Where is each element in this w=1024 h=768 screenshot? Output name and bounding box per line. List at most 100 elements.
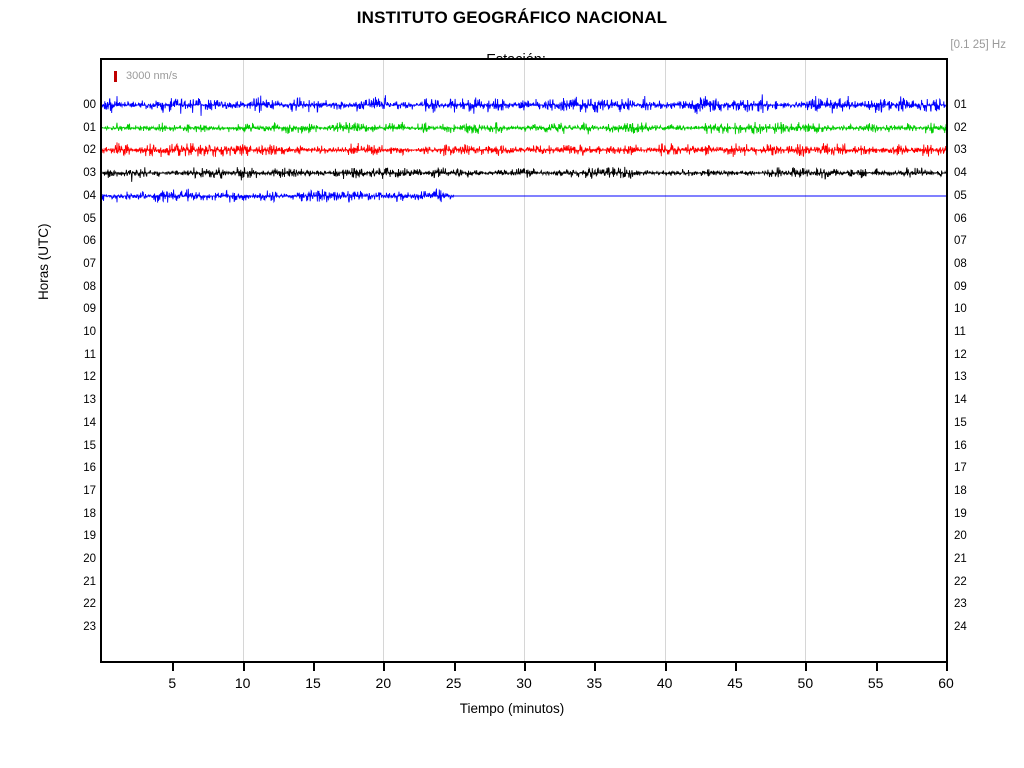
hour-label-left-20: 20 bbox=[83, 553, 96, 565]
hour-label-left-07: 07 bbox=[83, 257, 96, 270]
trace-waveform-hour-03 bbox=[102, 166, 946, 183]
hour-label-right-09: 09 bbox=[954, 280, 967, 293]
x-label-5: 5 bbox=[168, 675, 177, 691]
hour-label-right-10: 10 bbox=[954, 303, 967, 316]
x-tick-30 bbox=[524, 663, 526, 671]
scale-legend: 3000 nm/s bbox=[114, 70, 177, 82]
x-label-10: 10 bbox=[234, 675, 251, 691]
x-tick-5 bbox=[172, 663, 175, 671]
gridline-10min bbox=[242, 60, 244, 661]
hour-label-right-21: 21 bbox=[954, 553, 967, 565]
page-title: INSTITUTO GEOGRÁFICO NACIONAL bbox=[356, 8, 668, 27]
hour-label-left-22: 22 bbox=[83, 598, 96, 611]
trace-row bbox=[102, 137, 946, 163]
trace-row bbox=[102, 92, 946, 118]
trace-waveform-hour-00 bbox=[102, 94, 946, 116]
x-tick-60 bbox=[946, 663, 948, 671]
gridlines bbox=[102, 60, 946, 661]
hour-label-right-22: 22 bbox=[954, 575, 967, 588]
hour-label-right-01: 01 bbox=[954, 99, 967, 111]
hour-label-right-23: 23 bbox=[954, 598, 967, 611]
x-label-45: 45 bbox=[727, 675, 743, 691]
x-label-40: 40 bbox=[656, 675, 673, 691]
hour-label-left-06: 06 bbox=[83, 235, 96, 248]
x-label-50: 50 bbox=[797, 675, 814, 691]
hour-label-right-07: 07 bbox=[954, 235, 967, 248]
x-axis-labels: 5 10 15 20 25 30 35 40 45 50 55 60 bbox=[100, 675, 953, 695]
x-axis-title: Tiempo (minutos) bbox=[459, 701, 565, 716]
right-hour-axis: 01 02 03 04 05 06 07 08 09 10 11 12 13 14 15 16 17 18 19 20… bbox=[954, 58, 994, 663]
hour-label-left-09: 09 bbox=[83, 303, 96, 316]
hour-label-right-03: 03 bbox=[954, 144, 967, 157]
gridline-30min bbox=[524, 60, 525, 661]
hour-label-left-10: 10 bbox=[83, 326, 96, 338]
hour-label-right-11: 11 bbox=[954, 326, 966, 338]
x-label-15: 15 bbox=[305, 675, 321, 691]
hour-label-left-21: 21 bbox=[83, 575, 96, 588]
hour-label-left-01: 01 bbox=[83, 121, 96, 134]
hour-label-right-17: 17 bbox=[954, 462, 967, 475]
x-tick-55 bbox=[875, 663, 878, 671]
trace-waveform-hour-04 bbox=[102, 187, 455, 204]
hour-label-left-12: 12 bbox=[83, 371, 96, 384]
hour-label-left-05: 05 bbox=[83, 212, 96, 225]
trace-container bbox=[102, 60, 946, 661]
hour-label-left-00: 00 bbox=[83, 99, 96, 111]
y-axis-title: Horas (UTC) bbox=[36, 223, 51, 301]
hour-label-right-24: 24 bbox=[954, 621, 967, 634]
x-tick-35 bbox=[594, 663, 597, 671]
hour-label-right-02: 02 bbox=[954, 121, 967, 134]
trace-waveform-hour-01 bbox=[102, 121, 946, 135]
hour-label-right-06: 06 bbox=[954, 212, 967, 225]
x-tick-50 bbox=[805, 663, 808, 671]
hour-label-left-11: 11 bbox=[84, 348, 96, 361]
x-label-55: 55 bbox=[867, 675, 884, 691]
hour-label-right-14: 14 bbox=[954, 394, 967, 407]
trace-waveform-hour-02 bbox=[102, 142, 946, 158]
hour-label-left-16: 16 bbox=[83, 462, 96, 475]
hour-label-left-17: 17 bbox=[83, 484, 96, 497]
x-tick-40 bbox=[664, 663, 667, 671]
x-label-20: 20 bbox=[375, 675, 392, 691]
x-axis-ticks bbox=[100, 663, 948, 673]
hour-label-left-14: 14 bbox=[83, 416, 96, 429]
hour-label-left-08: 08 bbox=[83, 280, 96, 293]
scale-bar-icon bbox=[114, 70, 117, 82]
x-label-35: 35 bbox=[586, 675, 603, 691]
hour-label-right-12: 12 bbox=[954, 348, 967, 361]
hour-label-right-04: 04 bbox=[954, 167, 967, 180]
hour-label-right-13: 13 bbox=[954, 371, 967, 384]
hour-label-left-02: 02 bbox=[83, 144, 96, 157]
scale-legend-label: 3000 nm/s bbox=[126, 70, 178, 82]
x-tick-45 bbox=[735, 663, 737, 671]
x-tick-20 bbox=[383, 663, 386, 671]
x-label-25: 25 bbox=[445, 675, 462, 691]
hour-label-left-03: 03 bbox=[83, 167, 96, 180]
hour-label-left-23: 23 bbox=[83, 621, 96, 634]
gridline-50min bbox=[805, 60, 807, 661]
hour-label-left-13: 13 bbox=[83, 394, 96, 407]
hour-label-right-20: 20 bbox=[954, 530, 967, 543]
hour-label-right-08: 08 bbox=[954, 257, 967, 270]
hour-label-right-19: 19 bbox=[954, 507, 967, 520]
trace-row bbox=[102, 183, 946, 209]
x-tick-25 bbox=[453, 663, 456, 671]
x-label-60: 60 bbox=[938, 675, 954, 691]
trace-row bbox=[102, 160, 946, 186]
hour-label-right-15: 15 bbox=[954, 416, 967, 429]
hour-label-left-04: 04 bbox=[83, 189, 96, 202]
x-label-30: 30 bbox=[516, 675, 532, 691]
gridline-40min bbox=[664, 60, 666, 661]
hour-label-right-05: 05 bbox=[954, 189, 967, 202]
x-tick-15 bbox=[313, 663, 315, 671]
seismogram-plot: 3000 nm/s bbox=[100, 58, 948, 663]
hour-label-right-18: 18 bbox=[954, 484, 967, 497]
hour-label-left-15: 15 bbox=[83, 439, 96, 452]
hour-label-right-16: 16 bbox=[954, 439, 967, 452]
hour-label-left-18: 18 bbox=[83, 507, 96, 520]
x-tick-10 bbox=[242, 663, 245, 671]
gridline-20min bbox=[383, 60, 385, 661]
left-hour-axis: 00 01 02 03 04 05 06 07 08 09 10 11 12 13 14 15 16 17 18 19… bbox=[56, 58, 96, 663]
trace-row bbox=[102, 115, 946, 141]
hour-label-left-19: 19 bbox=[83, 530, 96, 543]
